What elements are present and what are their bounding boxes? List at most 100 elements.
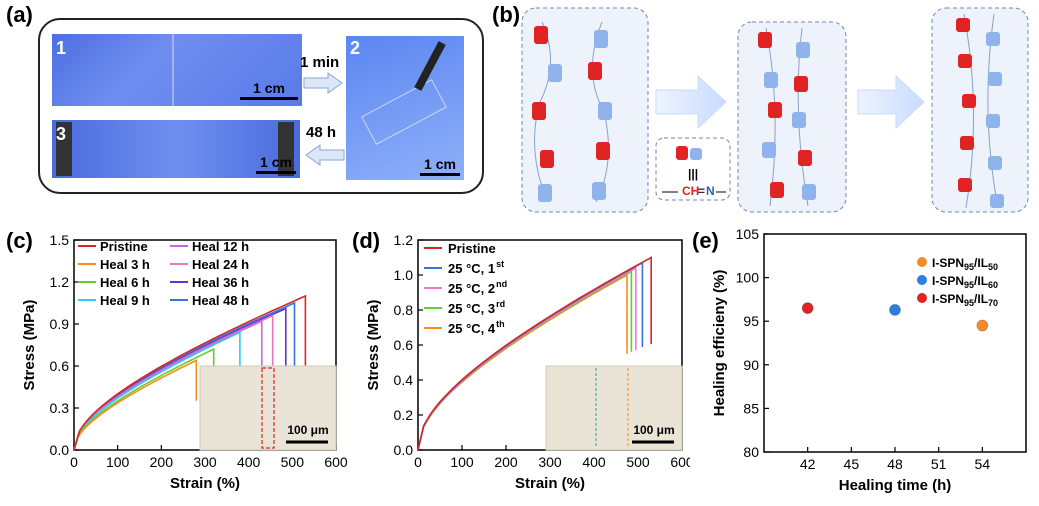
legend-label: Heal 36 h [192, 275, 249, 290]
scale-bar-photo-3: 1 cm [256, 154, 296, 174]
photo-number-1: 1 [56, 38, 67, 58]
legend-label-part: I-SPN [932, 274, 964, 288]
y-tick-label: 0.6 [394, 337, 414, 353]
legend-label: Heal 3 h [100, 257, 150, 272]
bond-eq: = [698, 184, 705, 198]
bond-symbol: ||| [688, 167, 698, 181]
stress-strain-curve [417, 256, 653, 451]
chain-right [956, 13, 1004, 209]
legend-label: 25 °C, 2 [448, 281, 495, 296]
chain-left [532, 21, 612, 203]
x-tick-label: 200 [150, 454, 174, 470]
stress-strain-curve [73, 294, 307, 451]
stress-strain-curve [73, 331, 241, 451]
bond-ch: CH [682, 184, 699, 198]
legend-label: Pristine [100, 239, 148, 254]
legend-label: Pristine [448, 241, 496, 256]
x-tick-label: 200 [494, 454, 518, 470]
x-tick-label: 48 [887, 456, 903, 472]
y-tick-label: 105 [736, 226, 760, 242]
crack-highlight-box [261, 367, 275, 449]
y-tick-label: 80 [743, 444, 759, 460]
panel-a-label: (a) [6, 2, 33, 27]
photo-1 [52, 34, 302, 106]
legend-superscript: rd [496, 299, 505, 309]
y-axis-label: Healing efficieny (%) [711, 270, 728, 417]
panel-b-label: (b) [492, 2, 521, 27]
legend-label: 25 °C, 1 [448, 261, 495, 276]
legend-label: Heal 6 h [100, 275, 150, 290]
legend-label-part: I-SPN [932, 256, 964, 270]
x-tick-label: 54 [975, 456, 991, 472]
chart-c: 0 100 200 300 400 500 600 0.0 0.3 0.6 0.9 1.2 1.5 Str… [21, 232, 348, 492]
legend-label-part: 95 [964, 262, 974, 272]
x-tick-label: 100 [106, 454, 130, 470]
y-axis-label: Stress (MPa) [365, 300, 382, 391]
y-tick-label: 1.2 [50, 274, 70, 290]
legend-label-part: /IL [974, 274, 988, 288]
bond-n: N [706, 184, 715, 198]
legend-superscript: nd [496, 279, 507, 289]
x-tick-label: 100 [450, 454, 474, 470]
x-tick-label: 42 [800, 456, 816, 472]
x-tick-label: 45 [844, 456, 860, 472]
legend-label-part: 50 [988, 262, 998, 272]
legend-label: Heal 24 h [192, 257, 249, 272]
legend-label: I-SPN95/IL70 [932, 292, 998, 308]
photo-number-2: 2 [350, 38, 361, 58]
legend-label: Heal 12 h [192, 239, 249, 254]
legend-label-part: /IL [974, 256, 988, 270]
data-point [889, 303, 901, 316]
y-tick-label: 100 [736, 270, 760, 286]
x-tick-label: 600 [670, 454, 690, 470]
x-tick-label: 300 [538, 454, 562, 470]
legend-marker [917, 293, 927, 303]
legend-label: Heal 48 h [192, 293, 249, 308]
x-tick-label: 400 [582, 454, 606, 470]
legend-label-part: 95 [964, 298, 974, 308]
legend-superscript: st [496, 259, 504, 269]
panel-c-label: (c) [6, 228, 33, 253]
legend-label: Heal 9 h [100, 293, 150, 308]
inset-micrograph [199, 365, 337, 451]
chain-middle [758, 27, 816, 207]
legend-label: I-SPN95/IL60 [932, 274, 998, 290]
legend-label-part: /IL [974, 292, 988, 306]
x-tick-label: 0 [414, 454, 422, 470]
legend-label-part: 95 [964, 280, 974, 290]
legend-label-part: 60 [988, 280, 998, 290]
legend-label-part: I-SPN [932, 292, 964, 306]
y-tick-label: 0.9 [50, 316, 70, 332]
stress-strain-curve [73, 359, 198, 451]
y-tick-label: 0.6 [50, 358, 70, 374]
x-axis-label: Strain (%) [170, 475, 240, 492]
legend-marker [917, 257, 927, 267]
arrow-label-48h: 48 h [306, 124, 337, 141]
chart-e: 42 45 48 51 54 80 85 90 95 100 105 Healing time (h)… [711, 226, 1027, 494]
scale-bar-photo-2: 1 cm [420, 156, 460, 176]
y-tick-label: 90 [743, 357, 759, 373]
x-tick-label: 400 [237, 454, 261, 470]
x-tick-label: 600 [324, 454, 348, 470]
scale-bar-label: 1 cm [260, 154, 292, 170]
photo-number-3: 3 [56, 124, 67, 144]
y-tick-label: 1.2 [394, 232, 414, 248]
legend-marker [917, 275, 927, 285]
legend-superscript: th [496, 319, 505, 329]
arrow-label-1min: 1 min [300, 54, 340, 71]
y-tick-label: 0.3 [50, 400, 70, 416]
chart-d: 0 100 200 300 400 500 600 0.0 0.2 0.4 0.6 0.8 1.0 1.2… [365, 232, 690, 492]
scale-bar-label: 1 cm [424, 156, 456, 172]
scale-bar-label: 1 cm [253, 80, 285, 96]
data-point [801, 302, 814, 315]
x-tick-label: 500 [281, 454, 305, 470]
inset-scale-label: 100 μm [633, 423, 674, 437]
legend-label: 25 °C, 4 [448, 321, 496, 336]
left-arrow-icon [305, 144, 345, 166]
legend-label: I-SPN95/IL50 [932, 256, 998, 272]
y-tick-label: 0.8 [394, 302, 414, 318]
inset-micrograph [545, 365, 683, 451]
y-tick-label: 0.2 [394, 407, 414, 423]
y-tick-label: 85 [743, 400, 759, 416]
y-tick-label: 0.4 [394, 372, 414, 388]
